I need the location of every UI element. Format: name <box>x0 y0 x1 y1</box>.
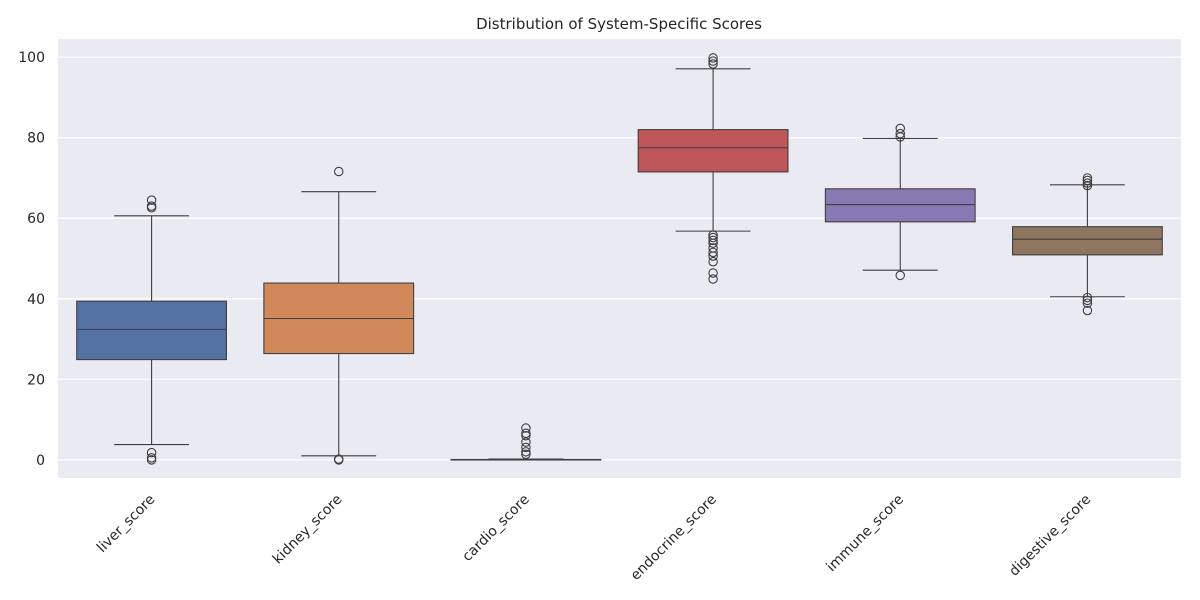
outlier-point <box>521 430 531 441</box>
outlier-point <box>1082 292 1093 303</box>
outlier-point <box>146 455 157 465</box>
outlier-point <box>521 447 531 457</box>
plot-area <box>58 39 1181 478</box>
outlier-point <box>146 447 157 458</box>
box-digestive_score <box>1011 173 1163 316</box>
x-tick-label: immune_score <box>824 492 908 576</box>
outlier-point <box>708 251 718 261</box>
outlier-point <box>146 195 157 205</box>
box-series <box>76 53 1163 465</box>
outlier-point <box>1082 180 1093 191</box>
outlier-point <box>1082 298 1093 308</box>
outlier-point <box>708 274 718 284</box>
outlier-point <box>521 423 531 433</box>
x-tick-label: kidney_score <box>270 492 346 568</box>
x-tick-labels: liver_score kidney_score cardio_score endoc… <box>94 492 1094 584</box>
outlier-point <box>521 437 531 447</box>
outlier-point <box>1082 173 1093 183</box>
outlier-point <box>708 53 718 63</box>
outlier-point <box>708 232 718 243</box>
outlier-point <box>333 455 344 465</box>
box-immune_score <box>824 123 976 281</box>
outlier-point <box>521 442 531 453</box>
outlier-point <box>1082 295 1093 306</box>
outlier-point <box>708 268 718 278</box>
x-tick-label: liver_score <box>94 492 158 556</box>
y-tick-label: 60 <box>27 211 45 227</box>
outlier-point <box>333 166 344 177</box>
box-liver_score <box>76 195 228 465</box>
x-tick-label: endocrine_score <box>628 492 720 584</box>
y-gridlines <box>58 56 1181 461</box>
box-kidney_score <box>263 166 415 465</box>
y-tick-label: 40 <box>27 292 45 308</box>
outlier-point <box>1082 305 1093 316</box>
box-cardio_score <box>450 423 602 461</box>
y-tick-labels: 0 20 40 60 80 100 <box>18 50 45 469</box>
outlier-point <box>146 203 157 213</box>
x-tick-label: cardio_score <box>459 492 532 565</box>
outlier-point <box>895 270 905 281</box>
outlier-point <box>708 56 718 66</box>
outlier-point <box>895 128 905 139</box>
outlier-point <box>708 238 718 248</box>
box-iqr <box>637 129 789 173</box>
y-tick-label: 80 <box>27 131 45 147</box>
box-iqr <box>824 188 976 223</box>
chart-title: Distribution of System-Specific Scores <box>476 15 762 33</box>
outlier-point <box>708 235 718 246</box>
outlier-point <box>521 449 531 459</box>
outlier-point <box>1082 178 1093 188</box>
outlier-point <box>708 256 718 267</box>
outlier-point <box>708 59 718 69</box>
y-tick-label: 0 <box>36 453 45 469</box>
box-endocrine_score <box>637 53 789 284</box>
outlier-point <box>708 247 718 258</box>
y-tick-label: 20 <box>27 372 45 388</box>
outlier-point <box>1082 175 1093 186</box>
x-tick-label: digestive_score <box>1006 492 1094 580</box>
box-iqr <box>76 300 228 361</box>
outlier-point <box>895 132 905 142</box>
box-iqr <box>1011 226 1163 256</box>
y-tick-label: 100 <box>18 50 45 66</box>
